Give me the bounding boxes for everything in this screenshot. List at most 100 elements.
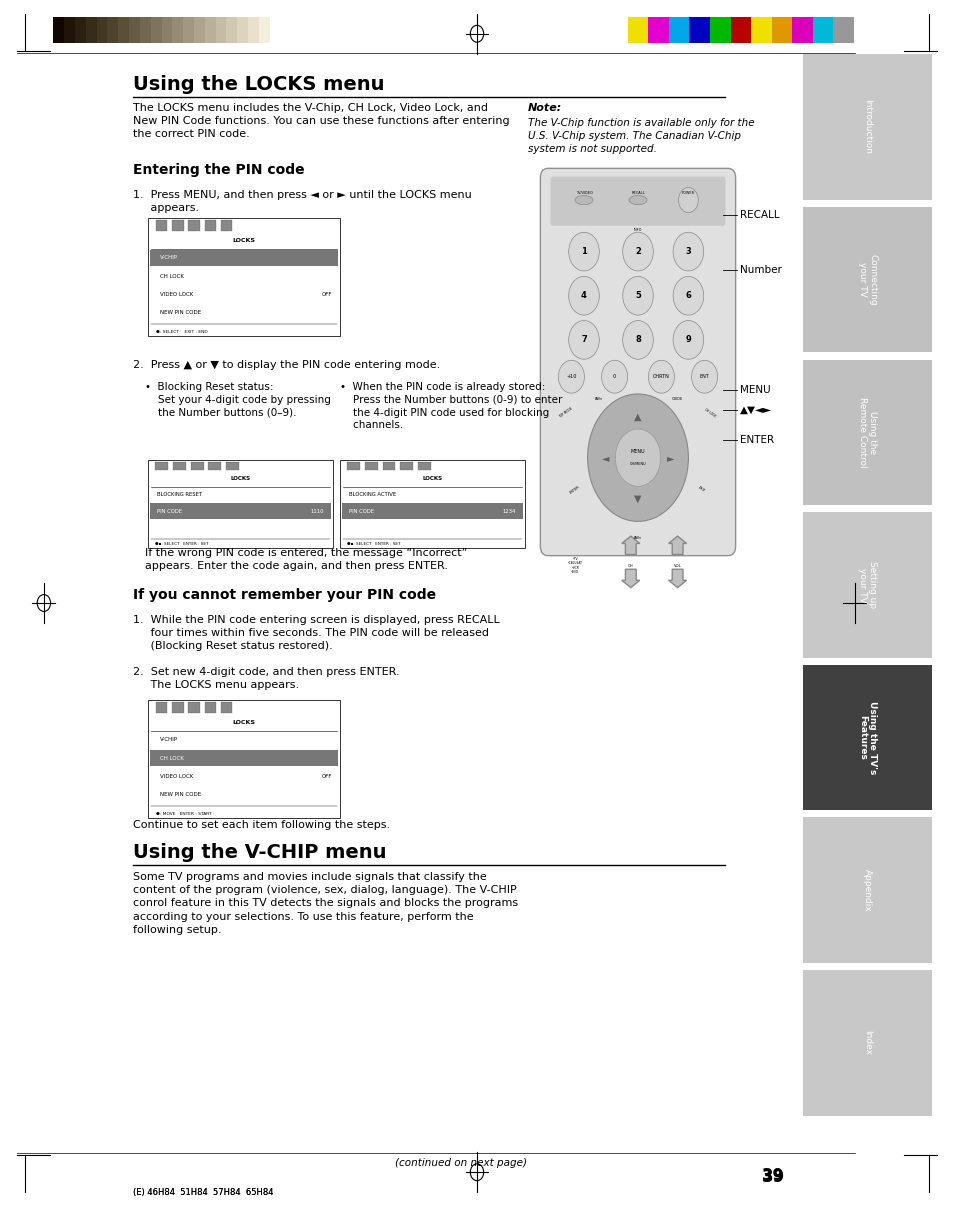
Text: ▲: ▲ <box>634 411 641 421</box>
Text: VOL: VOL <box>673 563 680 568</box>
Circle shape <box>691 361 717 393</box>
Text: 9: 9 <box>685 335 691 345</box>
Bar <box>86 17 96 43</box>
Circle shape <box>568 276 598 315</box>
Bar <box>188 702 199 713</box>
Text: If the wrong PIN code is entered, the message “Incorrect”
appears. Enter the cod: If the wrong PIN code is entered, the me… <box>145 548 467 572</box>
Text: 8: 8 <box>635 335 640 345</box>
Text: ▲▼◄►: ▲▼◄► <box>740 405 771 415</box>
Text: ●: MOVE   ENTER : START: ●: MOVE ENTER : START <box>155 812 211 815</box>
Bar <box>208 462 221 470</box>
Text: 1.  Press MENU, and then press ◄ or ► until the LOCKS menu
     appears.: 1. Press MENU, and then press ◄ or ► unt… <box>132 191 471 213</box>
Bar <box>802 513 931 657</box>
Text: If you cannot remember your PIN code: If you cannot remember your PIN code <box>132 589 436 602</box>
Text: •  When the PIN code is already stored:
    Press the Number buttons (0-9) to en: • When the PIN code is already stored: P… <box>339 382 561 431</box>
Bar <box>248 17 258 43</box>
Text: 2: 2 <box>635 247 640 256</box>
Text: Introduction: Introduction <box>862 99 871 154</box>
Bar <box>108 17 118 43</box>
Text: CH LOCK: CH LOCK <box>703 408 716 418</box>
Text: Number: Number <box>740 265 781 275</box>
Text: NEW PIN CODE: NEW PIN CODE <box>159 310 200 315</box>
Bar <box>802 359 931 505</box>
Circle shape <box>673 276 703 315</box>
Text: ENTER: ENTER <box>740 435 773 445</box>
Bar <box>832 17 853 43</box>
Text: MENU: MENU <box>630 449 644 453</box>
Bar <box>668 17 689 43</box>
Bar <box>237 17 248 43</box>
Bar <box>382 462 395 470</box>
Text: 4: 4 <box>580 292 586 300</box>
Bar <box>215 17 226 43</box>
Text: Using the V-CHIP menu: Using the V-CHIP menu <box>132 843 386 862</box>
Bar <box>64 17 75 43</box>
Bar <box>802 970 931 1116</box>
Text: V-CHIP: V-CHIP <box>159 256 177 260</box>
Bar <box>730 17 750 43</box>
Circle shape <box>678 188 698 212</box>
Text: 2.  Set new 4-digit code, and then press ENTER.
     The LOCKS menu appears.: 2. Set new 4-digit code, and then press … <box>132 667 399 690</box>
Bar <box>155 462 168 470</box>
Bar <box>172 702 183 713</box>
Text: LOCKS: LOCKS <box>422 476 442 481</box>
Bar <box>802 818 931 962</box>
Text: GUIDE: GUIDE <box>671 397 682 400</box>
Text: LOCKS: LOCKS <box>233 238 255 242</box>
Bar <box>627 17 648 43</box>
Bar <box>417 462 430 470</box>
Text: Using the TV's
Features: Using the TV's Features <box>857 701 877 774</box>
FancyArrow shape <box>668 569 686 587</box>
Text: (E) 46H84  51H84  57H84  65H84: (E) 46H84 51H84 57H84 65H84 <box>132 1188 274 1198</box>
Text: ◄: ◄ <box>600 452 608 463</box>
FancyArrow shape <box>621 537 639 555</box>
Circle shape <box>622 233 653 271</box>
Text: Using the LOCKS menu: Using the LOCKS menu <box>132 75 384 94</box>
Bar <box>226 462 238 470</box>
Text: 1.  While the PIN code entering screen is displayed, press RECALL
     four time: 1. While the PIN code entering screen is… <box>132 615 499 651</box>
Text: Entering the PIN code: Entering the PIN code <box>132 163 304 177</box>
Circle shape <box>568 233 598 271</box>
Text: Setting up
your TV: Setting up your TV <box>857 561 877 609</box>
Text: FAV▾: FAV▾ <box>634 537 641 540</box>
Bar <box>151 17 161 43</box>
Text: TV/VIDEO: TV/VIDEO <box>575 191 592 194</box>
Text: Index: Index <box>862 1030 871 1055</box>
Text: FAV▾: FAV▾ <box>594 397 601 400</box>
Bar <box>161 17 172 43</box>
FancyArrow shape <box>668 537 686 555</box>
Text: INFO: INFO <box>633 228 641 232</box>
Circle shape <box>622 276 653 315</box>
Bar <box>172 462 186 470</box>
Bar <box>750 17 771 43</box>
Text: V-CHIP: V-CHIP <box>159 737 177 743</box>
Bar <box>155 702 167 713</box>
Text: CH: CH <box>627 563 633 568</box>
FancyArrow shape <box>621 569 639 587</box>
Bar <box>205 17 215 43</box>
Bar <box>339 459 524 548</box>
Bar <box>172 17 183 43</box>
Bar <box>172 221 183 232</box>
Text: TOP MODE: TOP MODE <box>558 406 573 420</box>
Text: •TV
•CBLUSAT
•VCR
•DVD: •TV •CBLUSAT •VCR •DVD <box>567 557 582 574</box>
Bar <box>140 17 151 43</box>
Bar <box>75 17 86 43</box>
Text: CHRTN: CHRTN <box>652 374 669 379</box>
Bar <box>791 17 812 43</box>
Bar <box>258 17 270 43</box>
Bar <box>183 17 193 43</box>
Bar <box>96 17 108 43</box>
Text: 39: 39 <box>761 1167 782 1183</box>
Bar <box>689 17 709 43</box>
Text: ►: ► <box>666 452 674 463</box>
Text: LOCKS: LOCKS <box>231 476 251 481</box>
Text: Using the
Remote Control: Using the Remote Control <box>857 397 877 468</box>
Bar <box>802 207 931 352</box>
Text: BLOCKING ACTIVE: BLOCKING ACTIVE <box>349 492 395 497</box>
Text: 1: 1 <box>580 247 586 256</box>
Text: Note:: Note: <box>527 103 561 113</box>
Bar <box>226 17 237 43</box>
Text: ▼: ▼ <box>634 494 641 504</box>
Text: BLOCKING RESET: BLOCKING RESET <box>157 492 202 497</box>
